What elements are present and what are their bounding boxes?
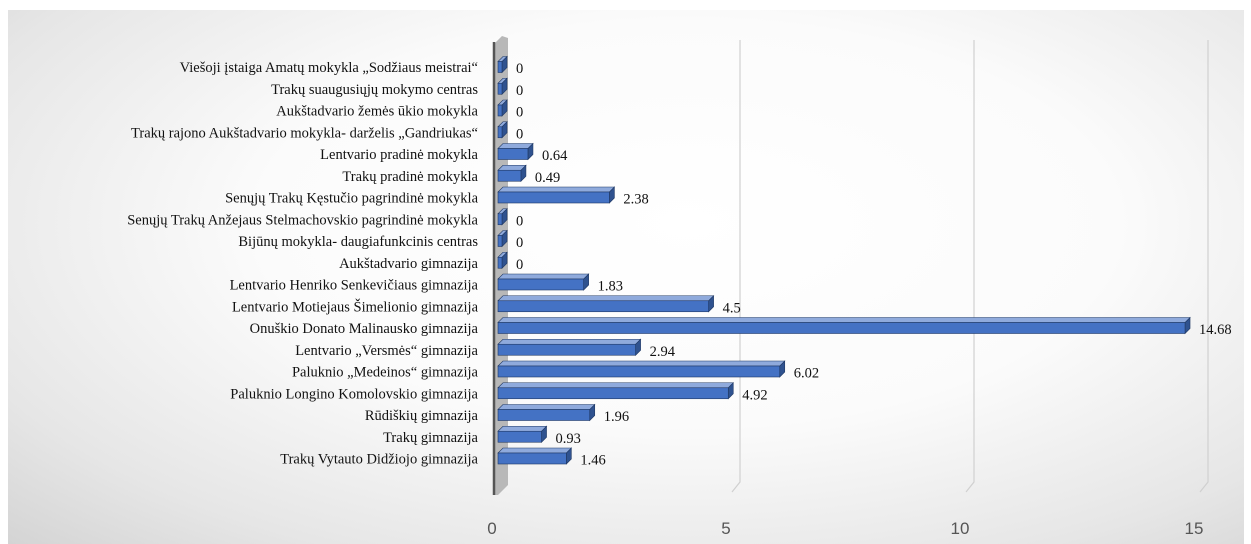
- value-label-16: 1.96: [604, 409, 629, 425]
- value-label-15: 4.92: [742, 387, 767, 403]
- bar-top-6: [497, 186, 616, 193]
- bar-5: [497, 169, 522, 182]
- category-label-10: Lentvario Henriko Senkevičiaus gimnazija: [230, 278, 479, 294]
- x-axis-tick-labels: 0 5 10 15: [487, 519, 1203, 538]
- bar-top-13: [497, 338, 642, 345]
- category-label-7: Senųjų Trakų Anžejaus Stelmachovskio pag…: [127, 212, 478, 228]
- value-label-17: 0.93: [556, 431, 581, 447]
- category-label-11: Lentvario Motiejaus Šimelionio gimnazija: [232, 298, 479, 315]
- gridline-15: [1199, 40, 1209, 493]
- value-label-5: 0.49: [535, 170, 560, 186]
- bar-top-14: [497, 360, 786, 367]
- bar-4: [497, 148, 529, 160]
- value-label-11: 4.5: [723, 300, 741, 316]
- bar-13: [497, 343, 636, 356]
- category-label-6: Senųjų Trakų Kęstučio pagrindinė mokykla: [225, 191, 478, 207]
- category-label-8: Bijūnų mokykla- daugiafunkcinis centras: [238, 234, 478, 250]
- chart-background: [8, 10, 1244, 544]
- bars: [497, 55, 1191, 465]
- category-label-17: Trakų gimnazija: [383, 430, 478, 446]
- bar-8: [497, 235, 503, 247]
- value-label-0: 0: [516, 61, 523, 77]
- bar-6: [497, 191, 610, 204]
- category-label-4: Lentvario pradinė mokykla: [320, 147, 478, 163]
- category-label-0: Viešoji įstaiga Amatų mokykla „Sodžiaus …: [180, 60, 478, 76]
- bar-top-17: [497, 425, 548, 432]
- bar-7: [497, 213, 503, 226]
- category-label-16: Rūdiškių gimnazija: [365, 408, 479, 424]
- category-label-15: Paluknio Longino Komolovskio gimnazija: [230, 386, 478, 402]
- bar-top-4: [497, 143, 534, 149]
- value-label-13: 2.94: [650, 344, 676, 360]
- value-label-8: 0: [516, 235, 523, 251]
- bar-top-5: [497, 164, 527, 171]
- value-label-12: 14.68: [1199, 322, 1232, 338]
- category-label-12: Onuškio Donato Malinausko gimnazija: [250, 321, 479, 337]
- value-labels: 0 0 0 0 0.64 0.49 2.38 0 0 0 1.83 4.5 14.68 2.94 6.02 4…: [516, 61, 1232, 469]
- category-label-3: Trakų rajono Aukštadvario mokykla- darže…: [131, 125, 478, 141]
- category-label-13: Lentvario „Versmės“ gimnazija: [295, 343, 478, 359]
- category-label-18: Trakų Vytauto Didžiojo gimnazija: [280, 452, 478, 468]
- bar-12: [497, 322, 1186, 334]
- value-label-1: 0: [516, 83, 523, 99]
- bar-2: [497, 104, 503, 117]
- category-labels: Viešoji įstaiga Amatų mokykla „Sodžiaus …: [127, 60, 478, 468]
- x-tick-label-10: 10: [951, 519, 970, 538]
- bar-0: [497, 61, 503, 73]
- category-label-14: Paluknio „Medeinos“ gimnazija: [292, 365, 479, 381]
- category-label-9: Aukštadvario gimnazija: [339, 256, 478, 272]
- x-tick-label-5: 5: [721, 519, 730, 538]
- value-label-9: 0: [516, 257, 523, 273]
- value-label-7: 0: [516, 213, 523, 229]
- bar-11: [497, 300, 709, 313]
- bar-15: [497, 387, 729, 400]
- value-label-3: 0: [516, 126, 523, 142]
- category-label-2: Aukštadvario žemės ūkio mokykla: [276, 104, 478, 120]
- bar-top-10: [497, 273, 590, 280]
- category-label-1: Trakų suaugusiųjų mokymo centras: [271, 82, 478, 98]
- bar-top-18: [497, 447, 573, 454]
- bar-9: [497, 256, 503, 269]
- bar-top-11: [497, 295, 715, 302]
- bar-top-12: [497, 317, 1191, 323]
- bar-top-16: [497, 404, 596, 410]
- bar-18: [497, 452, 567, 465]
- bar-14: [497, 365, 781, 378]
- gridline-5: [731, 40, 741, 493]
- value-label-10: 1.83: [598, 279, 623, 295]
- bar-3: [497, 126, 503, 139]
- bar-top-15: [497, 382, 734, 389]
- value-label-14: 6.02: [794, 366, 819, 382]
- value-label-18: 1.46: [580, 453, 605, 469]
- value-label-6: 2.38: [623, 192, 648, 208]
- value-label-4: 0.64: [542, 148, 568, 164]
- gridline-10: [965, 40, 975, 493]
- bar-10: [497, 278, 584, 291]
- x-tick-label-15: 15: [1185, 519, 1204, 538]
- x-tick-label-0: 0: [487, 519, 496, 538]
- category-label-5: Trakų pradinė mokykla: [342, 169, 478, 185]
- value-label-2: 0: [516, 105, 523, 121]
- gridlines: [731, 40, 1209, 493]
- bar-17: [497, 430, 542, 443]
- bar-16: [497, 409, 591, 421]
- bar-1: [497, 82, 503, 95]
